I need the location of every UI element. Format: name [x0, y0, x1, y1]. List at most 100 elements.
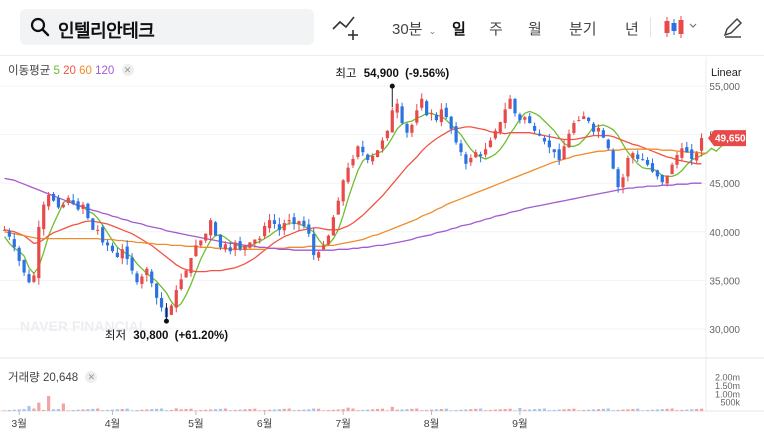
date-axis: 3월 4월 5월 6월 7월 8월 9월 [11, 411, 528, 430]
volume-bar [81, 409, 85, 411]
volume-bar [631, 408, 635, 411]
candle-body [218, 234, 223, 248]
volume-bar [636, 408, 640, 411]
candle-body [66, 197, 70, 203]
low-label: 최저 [105, 329, 126, 342]
search-query[interactable]: 인텔리안테크 [58, 21, 155, 41]
low-marker [163, 318, 169, 324]
volume-bar [469, 409, 473, 411]
candle-body [385, 130, 389, 139]
volume-bar [415, 408, 419, 411]
interval-dropdown[interactable]: 30분 ⌄ [392, 18, 436, 39]
candle-body [596, 127, 601, 132]
price-chart[interactable]: NAVER FINANCIAL 55,00050,00045,00040,000… [0, 57, 764, 433]
candle-body [233, 242, 237, 250]
volume-bar [582, 410, 586, 411]
candle-body [400, 106, 404, 124]
candle-body [223, 244, 227, 250]
candle-body [699, 138, 704, 151]
volume-label: 거래량 [8, 372, 40, 384]
toolbar-divider [650, 17, 651, 37]
x-tick-label: 5월 [188, 418, 204, 430]
volume-bar [572, 408, 576, 411]
candle-body [101, 227, 105, 243]
candle-body [425, 101, 429, 116]
ma-20-line [4, 126, 702, 273]
y-tick-label: 55,000 [709, 82, 740, 93]
volume-bar [606, 408, 610, 411]
ma-20-label: 20 [63, 65, 76, 77]
candle-body [213, 222, 218, 236]
candle-body [81, 204, 85, 209]
volume-bar [263, 410, 267, 411]
drawing-tool-button[interactable] [332, 14, 360, 45]
edit-button[interactable] [722, 16, 744, 43]
volume-bar [228, 410, 232, 411]
candle-body [680, 148, 684, 158]
volume-bar [76, 409, 80, 411]
high-value: 54,900 [364, 68, 399, 80]
tab-month[interactable]: 월 [528, 21, 542, 38]
candle-body [606, 139, 610, 149]
volume-bar [341, 409, 345, 411]
candle-body [120, 249, 124, 259]
volume-bar [159, 408, 164, 411]
volume-bar [105, 409, 110, 411]
candle-body [326, 235, 331, 245]
volume-tick-label: 2.00m [715, 373, 740, 383]
ma-120-line [4, 177, 702, 251]
candle-body [361, 146, 365, 153]
volume-bar [533, 409, 537, 411]
volume-bar [272, 409, 277, 411]
candle-body [317, 252, 321, 258]
candle-body [179, 279, 183, 290]
candle-body [562, 146, 566, 160]
candle-body [533, 125, 537, 131]
candlestick-icon [664, 16, 697, 38]
volume-bar [317, 408, 321, 411]
ma-legend: 이동평균 5 20 60 120 ✕ [8, 62, 134, 78]
volume-bar [523, 409, 527, 411]
tab-quarter[interactable]: 분기 [569, 21, 597, 38]
volume-bar [7, 410, 11, 411]
candle-body [547, 140, 551, 148]
volume-bar [155, 408, 159, 411]
volume-bar [253, 408, 257, 411]
candle-body [312, 234, 316, 256]
volume-bar [169, 409, 173, 411]
volume-bar [199, 410, 203, 411]
volume-bar [655, 409, 659, 411]
candle-body [479, 154, 483, 157]
volume-bar [258, 410, 262, 411]
close-ma-legend-button[interactable]: ✕ [121, 64, 134, 76]
ma-5-label: 5 [53, 65, 60, 77]
volume-legend: 거래량 20,648 ✕ [8, 369, 98, 385]
candle-body [351, 158, 355, 166]
candle-body [366, 154, 370, 160]
volume-bar [537, 408, 542, 411]
chart-type-button[interactable] [663, 15, 699, 44]
volume-bar [233, 409, 237, 411]
close-volume-legend-button[interactable]: ✕ [85, 371, 98, 383]
candle-body [493, 130, 497, 139]
volume-bar [670, 408, 674, 411]
candle-body [302, 220, 306, 226]
tab-year[interactable]: 년 [625, 21, 639, 38]
candle-body [42, 204, 46, 230]
scale-toggle[interactable]: Linear [711, 67, 742, 79]
search-box[interactable]: 인텔리안테크 [20, 9, 314, 45]
candle-body [513, 98, 517, 114]
volume-bar [361, 409, 365, 411]
candle-body [189, 257, 193, 274]
candle-body [395, 103, 399, 113]
tab-day[interactable]: 일 [452, 21, 466, 38]
volume-bar [277, 409, 281, 411]
ma-legend-label: 이동평균 [8, 65, 51, 77]
volume-bar [513, 410, 517, 411]
candle-body [582, 116, 586, 120]
candles [2, 93, 704, 323]
tab-week[interactable]: 주 [489, 21, 503, 38]
volume-bar [552, 409, 556, 411]
candle-body [7, 231, 11, 237]
